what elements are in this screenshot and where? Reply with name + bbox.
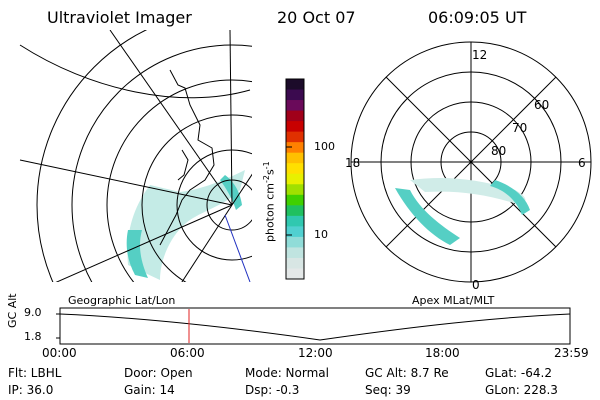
geographic-map: [19, 30, 252, 282]
ytick-9: 9.0: [24, 306, 42, 319]
colorbar-unit: photon cm-2s-1: [262, 161, 277, 242]
mlt-6: 6: [578, 156, 586, 170]
seq-info: Seq: 39: [365, 383, 411, 397]
mlt-18: 18: [345, 156, 361, 170]
colorbar-segment: [286, 268, 304, 280]
ip-info: IP: 36.0: [8, 383, 54, 397]
instrument-title: Ultraviolet Imager: [47, 8, 192, 27]
colorbar-segment: [286, 205, 304, 217]
colorbar-tick-10: 10: [314, 228, 328, 241]
colorbar-segment: [286, 247, 304, 259]
mlt-0: 0: [472, 278, 480, 292]
colorbar: [285, 78, 305, 280]
geographic-label: Geographic Lat/Lon: [68, 294, 176, 307]
glon-info: GLon: 228.3: [485, 383, 558, 397]
colorbar-segment: [286, 226, 304, 238]
colorbar-segment: [286, 100, 304, 112]
colorbar-segment: [286, 89, 304, 101]
ytick-1-8: 1.8: [24, 330, 42, 343]
colorbar-segment: [286, 236, 304, 248]
colorbar-segment: [286, 257, 304, 269]
colorbar-segment: [286, 215, 304, 227]
date-label: 20 Oct 07: [277, 8, 356, 27]
xtick-1200: 12:00: [298, 346, 333, 360]
xtick-0600: 06:00: [170, 346, 205, 360]
door-info: Door: Open: [124, 366, 193, 380]
dsp-info: Dsp: -0.3: [245, 383, 300, 397]
time-label: 06:09:05 UT: [428, 8, 527, 27]
xtick-2359: 23:59: [554, 346, 589, 360]
gc-alt-info: GC Alt: 8.7 Re: [365, 366, 449, 380]
magnetic-polar-plot: [350, 41, 592, 283]
aurora-swath: [127, 170, 245, 280]
colorbar-segment: [286, 131, 304, 143]
mlt-12: 12: [472, 48, 488, 62]
gain-info: Gain: 14: [124, 383, 175, 397]
xtick-1800: 18:00: [425, 346, 460, 360]
lat-70: 70: [512, 121, 528, 135]
colorbar-segment: [286, 152, 304, 164]
colorbar-segment: [286, 173, 304, 185]
apex-label: Apex MLat/MLT: [412, 294, 495, 307]
colorbar-segment: [286, 194, 304, 206]
mode-info: Mode: Normal: [245, 366, 329, 380]
colorbar-segment: [286, 79, 304, 91]
lat-80: 80: [491, 144, 507, 158]
timeline-ylabel: GC Alt: [6, 293, 19, 328]
colorbar-segment: [286, 110, 304, 122]
altitude-timeline: [56, 307, 571, 345]
colorbar-segment: [286, 184, 304, 196]
colorbar-segment: [286, 121, 304, 133]
xtick-0000: 00:00: [42, 346, 77, 360]
lat-60: 60: [534, 98, 550, 112]
colorbar-segment: [286, 163, 304, 175]
filter-info: Flt: LBHL: [8, 366, 62, 380]
glat-info: GLat: -64.2: [485, 366, 552, 380]
colorbar-segment: [286, 142, 304, 154]
colorbar-tick-100: 100: [314, 140, 335, 153]
